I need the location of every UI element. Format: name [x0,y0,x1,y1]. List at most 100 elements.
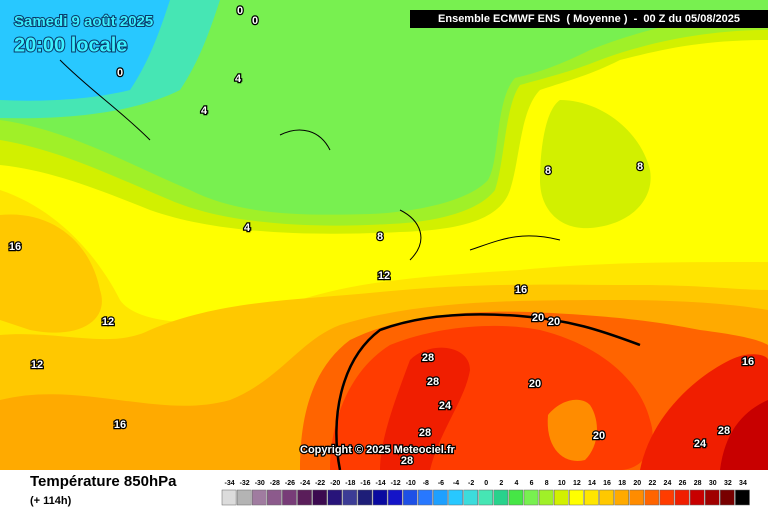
forecast-time: 20:00 locale [14,34,127,56]
scale-swatch [644,489,660,506]
scale-swatch [553,489,569,506]
contour-label: 4 [201,105,208,117]
contour-label: 0 [117,67,123,79]
copyright: Copyright © 2025 Meteociel.fr [300,444,456,456]
footer-lead: (+ 114h) [30,495,72,507]
scale-label: -16 [360,480,370,487]
model-header-box [410,10,768,28]
scale-label: 28 [694,480,702,487]
contour-label: 20 [529,378,541,390]
forecast-date: Samedi 9 août 2025 [14,13,153,30]
scale-label: 16 [603,480,611,487]
scale-label: 10 [558,480,566,487]
scale-label: 20 [633,480,641,487]
scale-swatch [659,489,675,506]
scale-label: -12 [391,480,401,487]
isotherm-band [0,0,170,101]
contour-label: 20 [593,430,605,442]
scale-label: -28 [270,480,280,487]
scale-swatch [720,489,735,506]
scale-label: -10 [406,480,416,487]
contour-label: 16 [9,241,21,253]
scale-label: 0 [484,480,488,487]
scale-label: 6 [530,480,534,487]
contour-label: 16 [114,419,126,431]
scale-swatch [463,489,478,506]
scale-label: 30 [709,480,717,487]
scale-swatch [221,489,237,506]
coastline [59,59,561,261]
scale-swatch [267,489,282,506]
scale-swatch [584,489,599,506]
scale-swatch [402,489,418,506]
contour-label: 28 [419,427,431,439]
scale-label: -4 [453,480,459,487]
scale-swatch [689,489,705,506]
scale-label: 24 [664,480,672,487]
scale-swatch [629,489,645,506]
scale-label: 34 [739,480,747,487]
scale-label: -22 [315,480,325,487]
contour-label: 12 [31,359,43,371]
contour-label: 8 [377,231,383,243]
scale-swatch [357,489,373,506]
contour-label: 12 [378,270,390,282]
contour-label: 16 [515,284,527,296]
scale-swatch [674,489,690,506]
contour-label: 24 [694,438,707,450]
color-scale: -34 -32 -30 -28 -26 -24 -22 -20 -18 -16 -14 -12 -10-… [221,480,750,506]
isotherm-band [0,214,102,333]
scale-swatch [614,489,629,506]
scale-label: 12 [573,480,581,487]
scale-swatch [538,489,554,506]
scale-swatch [418,489,433,506]
model-header: Ensemble ECMWF ENS ( Moyenne ) - 00 Z du… [438,13,740,25]
contour-label: 16 [742,356,754,368]
scale-swatch [735,489,750,506]
contour-label: 24 [439,400,452,412]
scale-label: 14 [588,480,596,487]
contour-label: 8 [637,161,643,173]
scale-swatch [433,489,448,506]
scale-swatch [478,489,494,506]
contour-label: 28 [422,352,434,364]
scale-label: -30 [255,480,265,487]
contour-label: 20 [532,312,544,324]
scale-label: 18 [618,480,626,487]
contour-label: 28 [427,376,439,388]
scale-swatch [236,489,252,506]
contour-label: 4 [235,73,242,85]
scale-swatch [282,489,297,506]
isotherm-band [720,400,768,470]
scale-label: 22 [648,480,656,487]
scale-label: -32 [240,480,250,487]
scale-label: -34 [224,480,234,487]
contour-label: 4 [244,222,251,234]
scale-label: -14 [375,480,385,487]
contour-label: 8 [545,165,551,177]
scale-swatch [523,489,539,506]
scale-swatch [493,489,509,506]
scale-label: -18 [345,480,355,487]
scale-swatch [569,489,584,506]
contour-label: 12 [102,316,114,328]
scale-label: -26 [285,480,295,487]
scale-swatch [508,489,524,506]
scale-label: 8 [545,480,549,487]
isotherm-band [540,100,651,229]
footer-title: Température 850hPa [30,473,177,490]
contour-label: 0 [252,15,258,27]
scale-label: 26 [679,480,687,487]
scale-swatch [387,489,403,506]
scale-swatch [448,489,463,506]
scale-swatch [599,489,614,506]
scale-swatch [372,489,388,506]
contour-label: 28 [401,455,413,467]
scale-swatch [327,489,343,506]
isotherm-band [380,347,470,470]
scale-swatch [704,489,720,506]
scale-label: -6 [438,480,444,487]
